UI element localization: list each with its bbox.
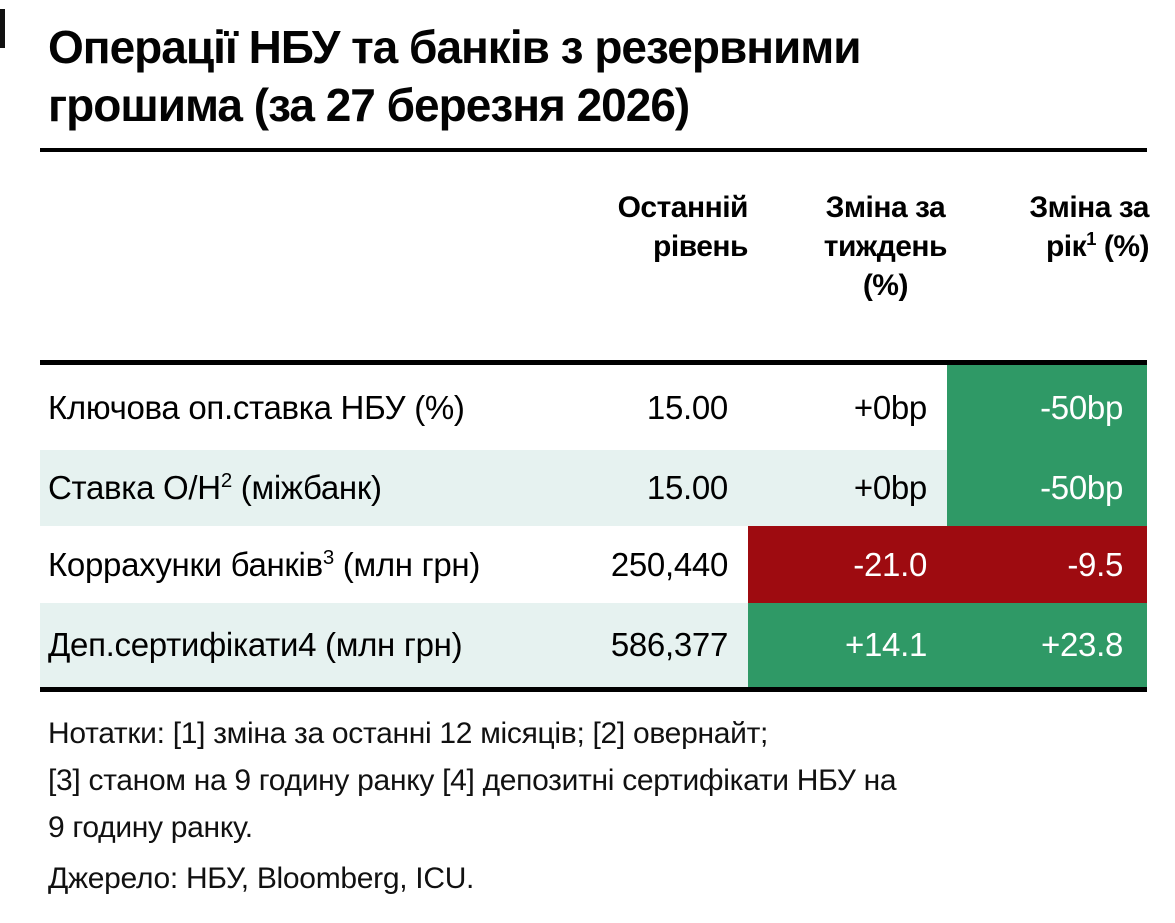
figure-title-line1: Операції НБУ та банків з резервними (48, 21, 862, 73)
year-change-cell: +23.8 (1041, 626, 1123, 663)
column-header-last-level-line2: рівень (653, 230, 748, 263)
footnotes: Нотатки: [1] зміна за останні 12 місяців… (48, 710, 1158, 851)
row-label: Ключова оп.ставка НБУ (%) (48, 365, 465, 450)
column-header-year-line2: рік1 (%) (947, 227, 1150, 266)
week-change-cell: +0bp (853, 389, 927, 426)
footnote-line-2: [3] станом на 9 годину ранку [4] депозит… (48, 764, 897, 797)
row-label: Деп.сертифікати4 (млн грн) (48, 603, 463, 687)
row-label: Коррахунки банків3 (млн грн) (48, 526, 480, 603)
column-header-last-level: Останній рівень (548, 188, 749, 266)
data-table: Ключова оп.ставка НБУ (%) 15.00 +0bp -50… (40, 365, 1147, 687)
table-row-deposit-certificates: Деп.сертифікати4 (млн грн) 586,377 +14.1… (40, 603, 1147, 687)
row-label: Ставка О/Н2 (міжбанк) (48, 450, 382, 526)
change-cells-negative: -21.0 -9.5 (748, 526, 1147, 603)
footnote-ref-2: 2 (220, 469, 232, 492)
year-change-cell: -9.5 (1067, 546, 1123, 583)
footnote-ref-1: 1 (1086, 228, 1096, 249)
table-row-key-policy-rate: Ключова оп.ставка НБУ (%) 15.00 +0bp -50… (40, 365, 1147, 450)
footnote-ref-3: 3 (322, 546, 334, 569)
week-change-cell: +0bp (853, 469, 927, 506)
figure-title: Операції НБУ та банків з резервними грош… (48, 18, 1138, 134)
column-header-year-text: рік (1045, 230, 1087, 263)
column-header-week-line3: (%) (862, 269, 909, 302)
last-level-value: 586,377 (610, 626, 728, 663)
last-level-value: 250,440 (610, 546, 728, 583)
column-header-last-level-line1: Останній (617, 191, 749, 224)
page-edge-tick (0, 9, 5, 48)
last-level-value: 15.00 (646, 469, 728, 506)
table-row-overnight-rate: Ставка О/Н2 (міжбанк) 15.00 +0bp -50bp (40, 450, 1147, 526)
footnote-line-3: 9 годину ранку. (48, 811, 253, 844)
last-level-value: 15.00 (646, 389, 728, 426)
table-row-correspondent-accounts: Коррахунки банків3 (млн грн) 250,440 -21… (40, 526, 1147, 603)
row-label-text: Коррахунки банків (48, 546, 323, 583)
column-header-year-change: Зміна за рік1 (%) (947, 188, 1149, 266)
table-bottom-line (40, 687, 1147, 692)
figure-title-line2: грошима (за 27 березня 2026) (48, 79, 690, 131)
column-header-week-line1: Зміна за (825, 191, 946, 224)
row-label-suffix: (міжбанк) (231, 469, 382, 506)
year-change-cell: -50bp (947, 365, 1147, 450)
column-header-week-line2: тиждень (823, 230, 948, 263)
column-header-year-unit: (%) (1096, 230, 1150, 263)
column-header-year-line1: Зміна за (1029, 191, 1149, 224)
change-cells-positive: +14.1 +23.8 (748, 603, 1147, 687)
column-header-week-change: Зміна за тиждень (%) (748, 188, 948, 305)
row-label-suffix: (млн грн) (316, 626, 463, 663)
source-line: Джерело: НБУ, Bloomberg, ICU. (48, 862, 475, 895)
week-change-cell: +14.1 (845, 626, 927, 663)
title-underline (40, 148, 1147, 152)
header-separator-line (40, 360, 1147, 365)
footnote-line-1: Нотатки: [1] зміна за останні 12 місяців… (48, 717, 769, 750)
row-label-text: Ставка О/Н (48, 469, 221, 506)
year-change-cell: -50bp (947, 450, 1147, 526)
row-label-text: Деп.сертифікати4 (48, 626, 317, 663)
column-header-week-change-lines: Зміна за тиждень (%) (823, 188, 948, 305)
row-label-suffix: (млн грн) (333, 546, 481, 583)
week-change-cell: -21.0 (853, 546, 927, 583)
row-label-text: Ключова оп.ставка НБУ (%) (48, 389, 465, 426)
